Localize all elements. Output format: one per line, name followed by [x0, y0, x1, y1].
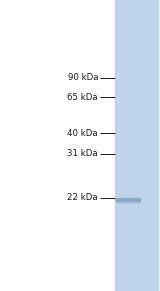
Bar	[115, 0, 158, 291]
Text: 31 kDa: 31 kDa	[67, 150, 98, 159]
Text: 40 kDa: 40 kDa	[67, 129, 98, 138]
Text: 90 kDa: 90 kDa	[68, 74, 98, 83]
Text: 65 kDa: 65 kDa	[67, 93, 98, 102]
Text: 22 kDa: 22 kDa	[67, 194, 98, 203]
